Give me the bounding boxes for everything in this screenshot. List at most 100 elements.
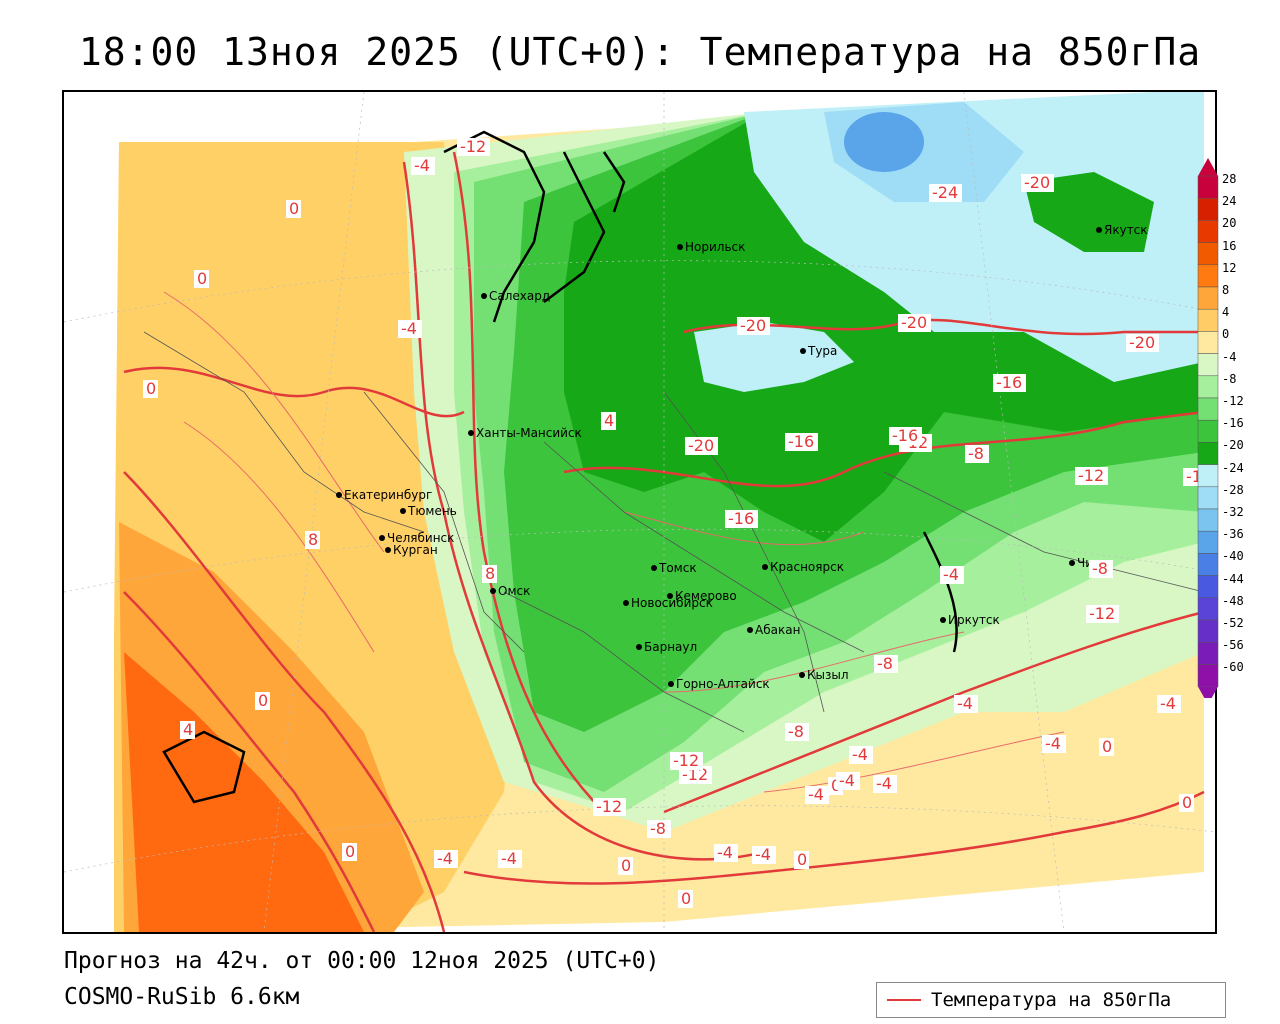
isotherm-label-text: -4 (852, 745, 868, 764)
colorbar-tick-label: 28 (1222, 172, 1237, 186)
isotherm-label-text: 0 (797, 850, 807, 869)
colorbar-segment (1197, 220, 1219, 243)
colorbar-segment (1197, 353, 1219, 377)
isotherm-label-bg (593, 798, 626, 816)
isotherm-label-bg (1042, 735, 1066, 753)
temperature-map[interactable]: Норильск Якутск Салехард Тура Ханты-Мансийск… (62, 90, 1217, 934)
city-marker: Салехард (481, 289, 550, 303)
isotherm-label: -4 (1042, 734, 1066, 753)
isotherm-label: -16 (725, 509, 758, 528)
isotherm-label: -16 (993, 373, 1026, 392)
city-label: Барнаул (644, 640, 697, 654)
colorbar-segment (1197, 641, 1219, 665)
isotherm-0 (123, 366, 465, 418)
isotherm-label-bg (929, 184, 962, 202)
isotherm-label-text: -4 (717, 843, 733, 862)
colorbar-segment (1197, 464, 1219, 488)
isotherm-label: 0 (286, 199, 301, 218)
isotherm-label-bg (647, 820, 671, 838)
city-marker: Иркутск (940, 613, 1000, 627)
legend-line-icon (887, 999, 921, 1001)
colorbar-segment (1197, 597, 1219, 621)
isotherm-label-bg (873, 775, 897, 793)
isotherm-minus-12 (452, 151, 605, 813)
isotherm-label: 0 (255, 691, 270, 710)
isotherm-label-bg (849, 746, 873, 764)
colorbar-scale (1197, 158, 1219, 698)
colorbar-tick-label: -8 (1222, 371, 1237, 386)
isotherm-label: 4 (601, 411, 616, 430)
colorbar-tick-label: -12 (1222, 394, 1244, 408)
isotherm-label-text: 8 (308, 530, 318, 549)
city-marker: Якутск (1096, 223, 1148, 237)
isotherm-label-bg (785, 433, 818, 451)
city-marker: Красноярск (762, 560, 844, 574)
city-dot (468, 430, 474, 436)
isotherm-label: -4 (849, 745, 873, 764)
isotherm-label-bg (1126, 334, 1159, 352)
isotherm-label-text: -20 (1024, 173, 1050, 192)
city-marker: Кемерово (667, 589, 737, 603)
isotherm-label-text: 0 (1102, 737, 1112, 756)
isotherm-label: -20 (685, 436, 718, 455)
city-dot (668, 681, 674, 687)
isotherm-label-text: -4 (1045, 734, 1061, 753)
isotherm-label: -20 (898, 313, 931, 332)
isotherm-label-bg (993, 374, 1026, 392)
colorbar-segment (1197, 419, 1219, 443)
isotherm-label: 0 (194, 269, 209, 288)
isotherm-label-bg (725, 510, 758, 528)
isotherm-label-text: -4 (1160, 694, 1176, 713)
isotherm-label: -4 (411, 156, 435, 175)
isotherm-label: -8 (874, 654, 898, 673)
isotherm-label-text: -12 (673, 751, 699, 770)
isotherm-label-text: -8 (1092, 559, 1108, 578)
city-dot (800, 348, 806, 354)
colorbar-tick-label: -52 (1222, 616, 1244, 630)
colorbar-segment (1197, 397, 1219, 421)
isotherm-label: -4 (836, 771, 860, 790)
city-marker: Горно-Алтайск (668, 677, 770, 691)
city-dot (940, 617, 946, 623)
isotherm-label-bg (286, 200, 301, 218)
city-marker: Барнаул (636, 640, 697, 654)
isotherm-label: -20 (737, 316, 770, 335)
city-label: Челябинск (387, 531, 454, 545)
city-dot (336, 492, 342, 498)
isotherm-label-bg (1099, 738, 1114, 756)
city-marker: Тюмень (400, 504, 457, 518)
legend: Температура на 850гПа (876, 982, 1226, 1018)
city-dot (1069, 560, 1075, 566)
city-label: Кызыл (807, 668, 849, 682)
city-label: Тюмень (407, 504, 457, 518)
colorbar-segment (1197, 242, 1219, 266)
colorbar-segment (1197, 553, 1219, 576)
city-dot (636, 644, 642, 650)
colorbar-segment (1197, 575, 1219, 599)
city-dot (481, 293, 487, 299)
isotherm-label-bg (940, 566, 964, 584)
colorbar-segment (1197, 308, 1219, 332)
isotherm-label-text: -24 (932, 183, 958, 202)
forecast-info: Прогноз на 42ч. от 00:00 12ноя 2025 (UTC… (64, 948, 660, 974)
city-label: Норильск (685, 240, 745, 254)
isotherm-label: 0 (1179, 793, 1194, 812)
isotherm-label: -4 (940, 565, 964, 584)
isotherm-label-text: 4 (604, 411, 614, 430)
isotherm-labels-layer: -12 -4 0 0 -4 0 4 8 8 4 0 0 -4 -4 -12 -16 -20 -20 -20 -24 -2… (143, 137, 1215, 908)
isotherm-label-text: -4 (957, 694, 973, 713)
isotherm-label-bg (874, 655, 898, 673)
isotherm-label-bg (411, 157, 435, 175)
city-marker: Норильск (677, 240, 745, 254)
isotherm-label-text: -8 (788, 722, 804, 741)
city-marker: Кызыл (799, 668, 849, 682)
isotherm-label: 8 (482, 564, 497, 583)
isotherm-label: -12 (670, 751, 703, 770)
colorbar-tick-label: -16 (1222, 416, 1244, 431)
isotherm-label-bg (965, 445, 989, 463)
colorbar-top-arrow (1198, 158, 1218, 176)
isotherm-label-bg (794, 851, 809, 869)
isotherm-label: -8 (647, 819, 671, 838)
colorbar-tick-label: -56 (1222, 638, 1244, 653)
colorbar-bottom-arrow (1198, 686, 1218, 698)
